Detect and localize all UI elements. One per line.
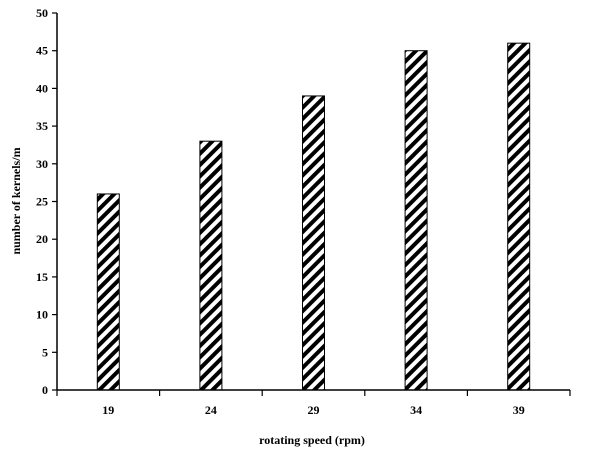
labels-layer: 0 5 10 15 20 25 30 35 40 45 50 19 24 29 34 39: [36, 6, 525, 417]
y-tick-label-40: 40: [36, 81, 48, 95]
x-axis-title: rotating speed (rpm): [259, 433, 365, 447]
bar-19: [96, 193, 120, 391]
y-tick-label-35: 35: [36, 119, 48, 133]
bar-29: [302, 95, 325, 391]
x-tick-label-24: 24: [205, 403, 217, 417]
y-tick-label-10: 10: [36, 308, 48, 322]
y-tick-label-15: 15: [36, 270, 48, 284]
bars-layer: [96, 42, 531, 391]
bar-24: [199, 140, 223, 391]
axes-layer: [52, 12, 571, 396]
y-tick-label-20: 20: [36, 232, 48, 246]
y-tick-label-0: 0: [42, 383, 48, 397]
x-tick-label-29: 29: [308, 403, 320, 417]
y-tick-label-25: 25: [36, 195, 48, 209]
y-tick-label-30: 30: [36, 157, 48, 171]
x-tick-label-19: 19: [102, 403, 114, 417]
bar-39: [507, 42, 531, 391]
x-tick-label-34: 34: [410, 403, 422, 417]
y-tick-label-5: 5: [42, 345, 48, 359]
y-tick-label-50: 50: [36, 6, 48, 20]
y-axis-title: number of kernels/m: [9, 147, 23, 254]
bar-34: [404, 50, 428, 391]
x-tick-label-39: 39: [513, 403, 525, 417]
y-tick-label-45: 45: [36, 44, 48, 58]
